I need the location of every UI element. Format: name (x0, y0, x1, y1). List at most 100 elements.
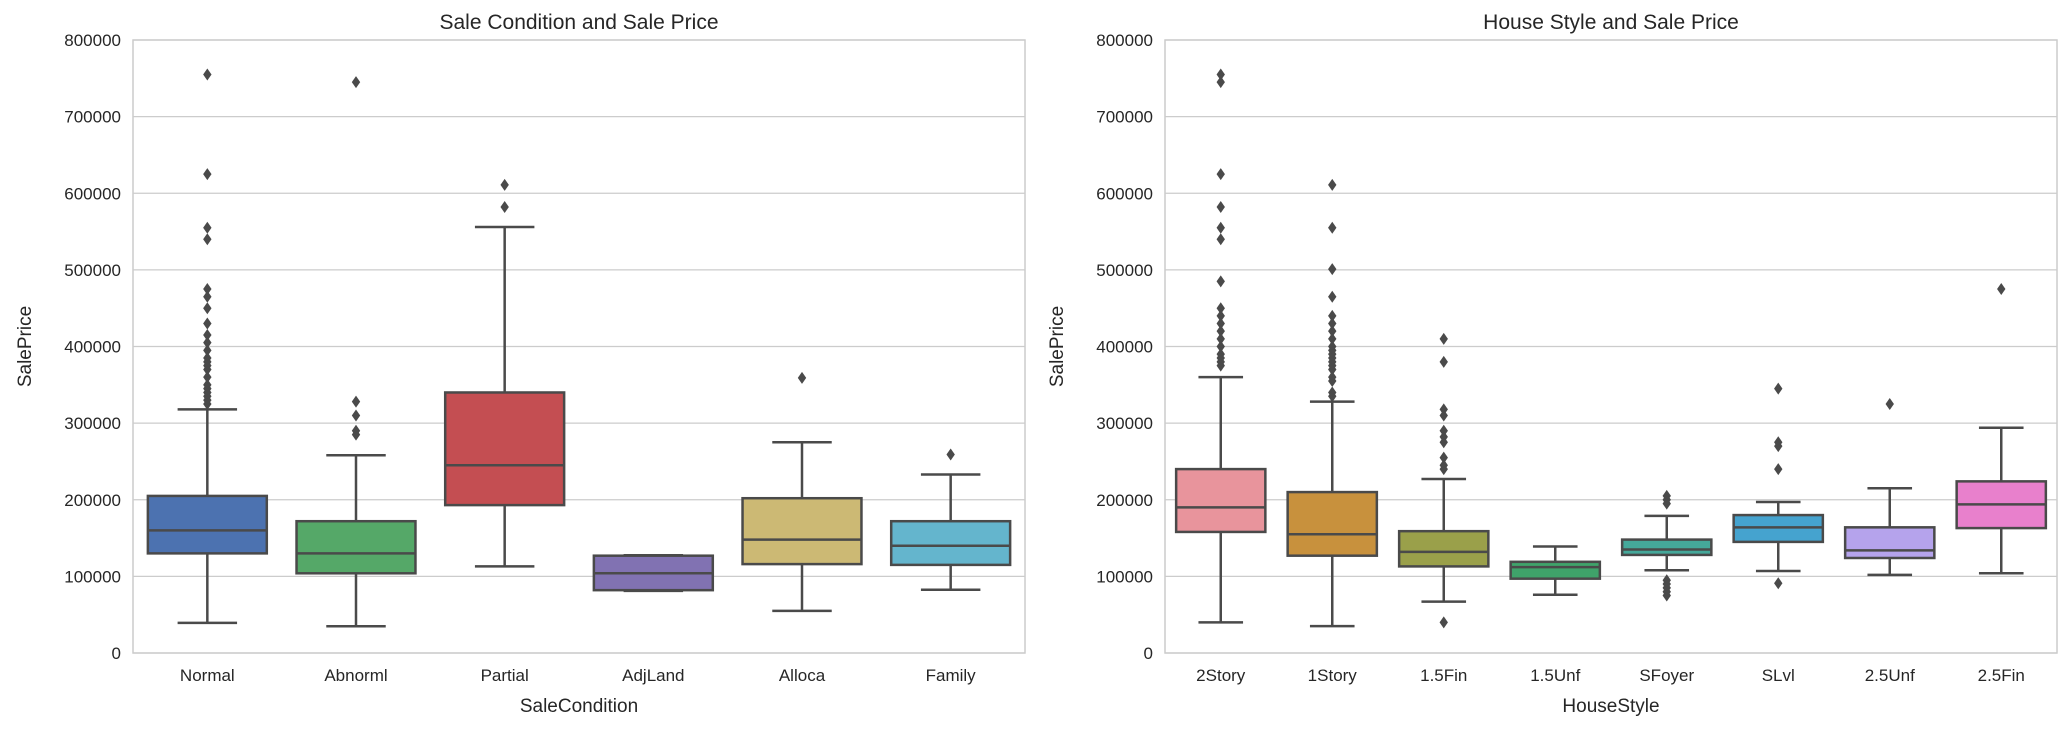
box-body (741, 496, 863, 566)
outlier-point (1216, 221, 1225, 234)
outlier-point (1328, 221, 1337, 234)
outlier-point (1216, 68, 1225, 81)
x-axis-label: HouseStyle (1562, 696, 1659, 717)
outlier-point (1328, 263, 1337, 276)
x-tick-label: Normal (180, 666, 235, 685)
outlier-point (203, 221, 212, 234)
outlier-point (1439, 332, 1448, 345)
box-body (1620, 538, 1713, 557)
y-tick-label: 200000 (1096, 491, 1153, 510)
y-tick-label: 500000 (64, 261, 121, 280)
outlier-point (203, 363, 212, 376)
outlier-point (203, 336, 212, 349)
outlier-point (1774, 463, 1783, 476)
x-tick-label: Family (926, 666, 977, 685)
x-tick-label: 2.5Fin (1978, 666, 2025, 685)
outlier-point (203, 233, 212, 246)
y-tick-label: 0 (1144, 644, 1153, 663)
plot-frame (132, 39, 1026, 654)
x-tick-label: 1.5Fin (1420, 666, 1467, 685)
outlier-point (203, 302, 212, 315)
outlier-point (1774, 382, 1783, 395)
box-Family (889, 448, 1012, 592)
box-1Story (1286, 178, 1379, 628)
chart-title: Sale Condition and Sale Price (439, 11, 718, 34)
outlier-point (203, 344, 212, 357)
x-tick-label: 1Story (1308, 666, 1358, 685)
y-tick-label: 800000 (64, 31, 121, 50)
x-tick-label: Partial (481, 666, 529, 685)
outlier-point (203, 168, 212, 181)
y-tick-label: 300000 (64, 414, 121, 433)
outlier-point (1216, 275, 1225, 288)
x-tick-label: Alloca (779, 666, 826, 685)
y-tick-label: 200000 (64, 491, 121, 510)
outlier-point (1439, 403, 1448, 416)
box-body (295, 519, 417, 575)
y-tick-label: 600000 (1096, 184, 1153, 203)
box-SLvl (1732, 382, 1825, 590)
outlier-point (351, 428, 361, 441)
outlier-point (203, 397, 212, 410)
box-SFoyer (1620, 489, 1713, 602)
outlier-point (1997, 283, 2006, 296)
x-tick-label: AdjLand (622, 666, 684, 685)
outlier-point (1216, 201, 1225, 214)
box-2.5Unf (1843, 397, 1936, 577)
box-body (1174, 467, 1267, 534)
outlier-point (1328, 309, 1337, 322)
y-tick-label: 100000 (1096, 567, 1153, 586)
outlier-point (351, 395, 361, 408)
box-2Story (1174, 68, 1267, 624)
chart-title: House Style and Sale Price (1483, 11, 1739, 34)
plot-frame (1164, 39, 2058, 654)
outlier-point (203, 283, 212, 296)
box-Normal (146, 68, 269, 625)
outlier-point (1439, 451, 1448, 464)
outlier-point (203, 68, 212, 81)
outlier-point (1216, 309, 1225, 322)
outlier-point (1216, 168, 1225, 181)
y-tick-label: 700000 (1096, 108, 1153, 127)
outlier-point (1328, 374, 1337, 387)
y-tick-label: 700000 (64, 108, 121, 127)
outlier-point (1328, 332, 1337, 345)
x-tick-label: SLvl (1762, 666, 1795, 685)
outlier-point (1216, 359, 1225, 372)
x-tick-label: Abnorml (324, 666, 387, 685)
x-tick-label: SFoyer (1639, 666, 1694, 685)
y-tick-label: 500000 (1096, 261, 1153, 280)
y-axis-label: SalePrice (15, 306, 36, 387)
outlier-point (1328, 363, 1337, 376)
outlier-point (946, 448, 955, 461)
box-Alloca (741, 371, 863, 613)
outlier-point (351, 409, 361, 422)
outlier-point (1328, 290, 1337, 303)
outlier-point (1328, 325, 1337, 338)
box-body (1509, 560, 1602, 580)
y-tick-label: 0 (112, 644, 121, 663)
outlier-point (1216, 317, 1225, 330)
outlier-point (1328, 178, 1337, 191)
outlier-point (1439, 424, 1448, 437)
outlier-point (203, 371, 212, 384)
x-tick-label: 2Story (1196, 666, 1246, 685)
outlier-point (1439, 409, 1448, 422)
box-AdjLand (592, 554, 715, 593)
box-body (889, 519, 1012, 567)
y-tick-label: 100000 (64, 567, 121, 586)
outlier-point (203, 329, 212, 342)
box-body (443, 391, 566, 507)
outlier-point (1216, 325, 1225, 338)
box-1.5Unf (1509, 545, 1602, 597)
outlier-point (797, 371, 807, 384)
outlier-point (1774, 440, 1783, 453)
y-axis-label: SalePrice (1047, 306, 1068, 387)
box-1.5Fin (1397, 332, 1490, 629)
outlier-point (1439, 463, 1448, 476)
box-Partial (443, 178, 566, 568)
outlier-point (203, 290, 212, 303)
y-tick-label: 300000 (1096, 414, 1153, 433)
chart-panel-2: 0 100000 200000 300000 400000 500000 600000 700… (1047, 11, 2058, 717)
box-body (1286, 490, 1379, 557)
